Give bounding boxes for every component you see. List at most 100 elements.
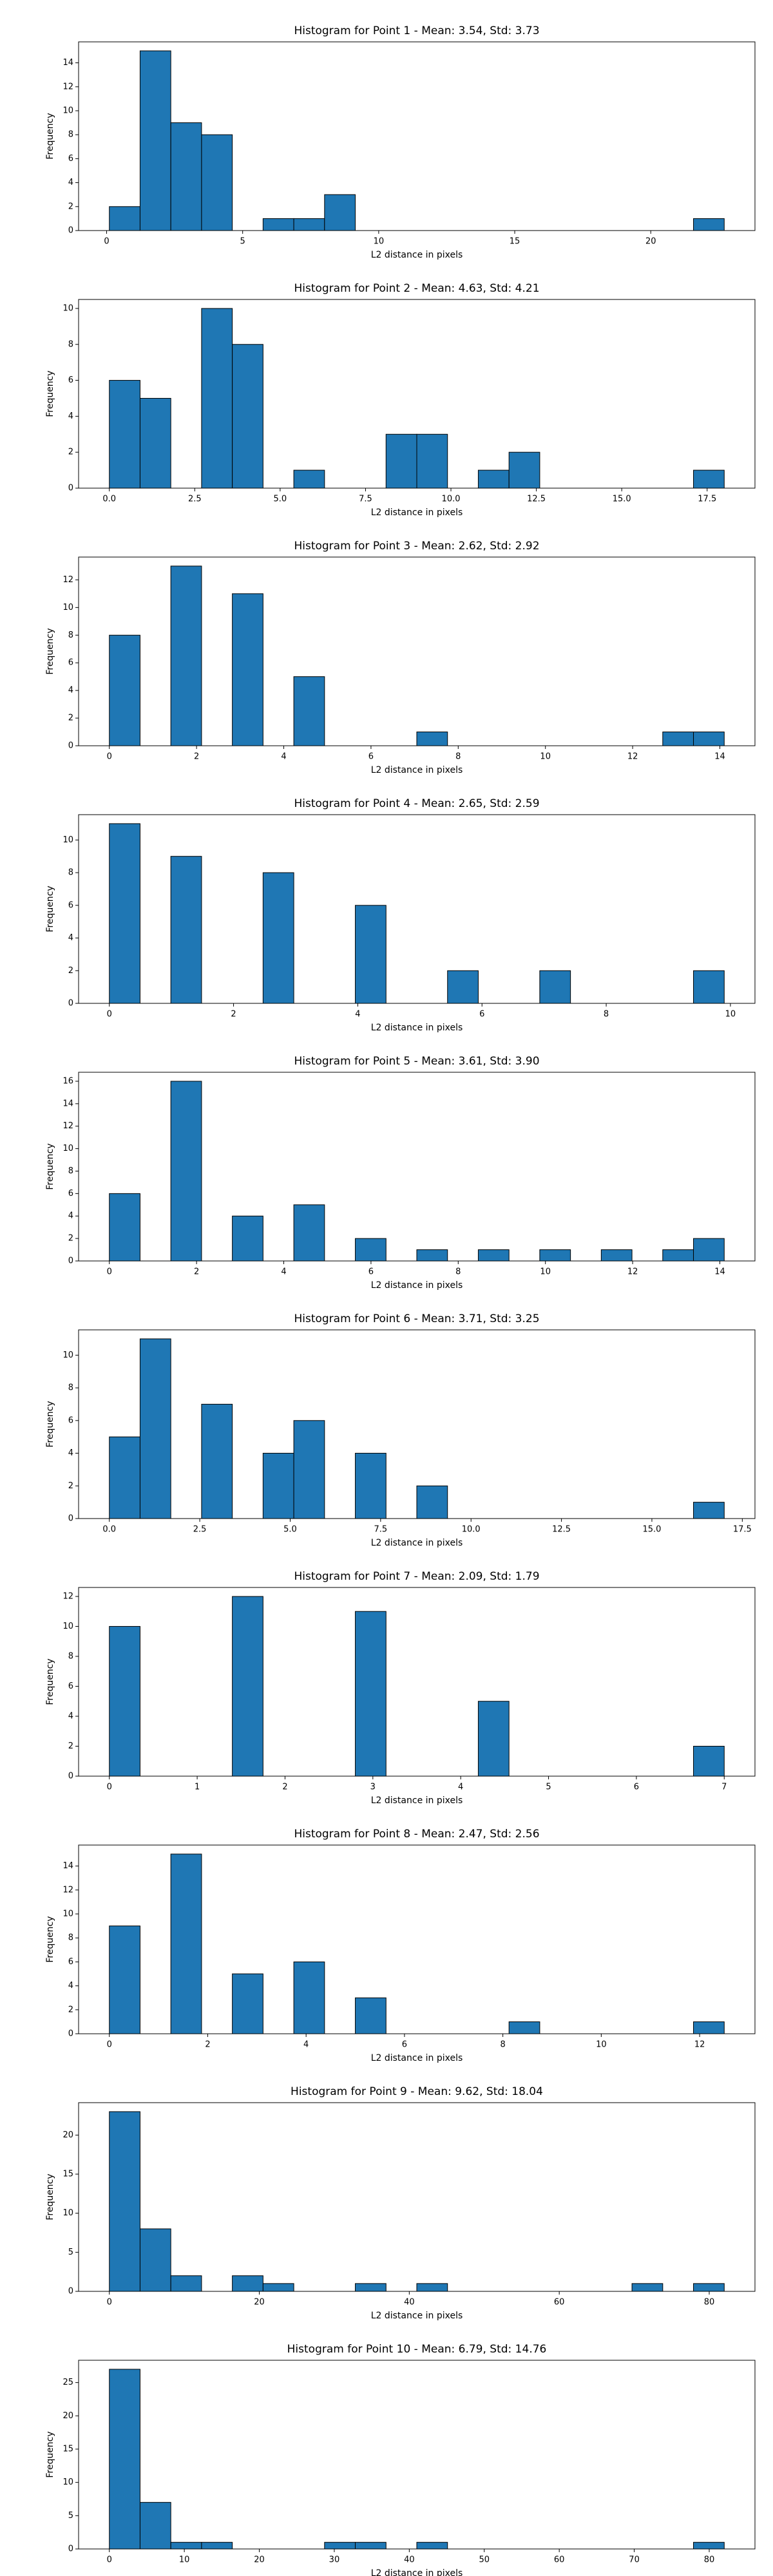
y-tick-label: 2: [68, 714, 73, 723]
bar: [693, 2283, 725, 2292]
bar: [508, 2021, 540, 2034]
axes-frame: [78, 2360, 756, 2550]
bar: [693, 1502, 725, 1519]
y-tick-label: 12: [62, 1591, 73, 1601]
axes-frame: [78, 1329, 756, 1519]
chart-title: Histogram for Point 6 - Mean: 3.71, Std:…: [294, 1312, 539, 1325]
y-tick-label: 8: [68, 339, 73, 349]
bar: [170, 122, 202, 231]
bar: [416, 1249, 448, 1262]
x-tick-label: 20: [254, 2555, 265, 2565]
bar: [170, 856, 202, 1004]
x-tick-label: 14: [714, 1267, 725, 1277]
bar: [232, 2275, 263, 2292]
y-tick-label: 15: [62, 2170, 73, 2179]
x-tick-label: 5.0: [283, 1525, 297, 1535]
x-axis-label: L2 distance in pixels: [371, 1023, 463, 1033]
y-tick-label: 12: [62, 575, 73, 585]
bar: [139, 2502, 171, 2550]
bar: [693, 2542, 725, 2550]
y-tick-label: 0: [68, 741, 73, 751]
x-tick-label: 2: [282, 1783, 287, 1792]
bar: [539, 970, 571, 1004]
axes-frame: [78, 2102, 756, 2292]
x-tick-label: 70: [629, 2555, 640, 2565]
y-axis-label: Frequency: [45, 886, 55, 932]
bar: [355, 905, 386, 1004]
bar: [477, 1701, 510, 1777]
y-tick-label: 2: [68, 966, 73, 976]
bar: [139, 397, 171, 489]
bar: [355, 1997, 386, 2034]
y-tick-label: 4: [68, 1981, 73, 1991]
x-tick-label: 10.0: [462, 1525, 481, 1535]
x-tick-label: 17.5: [733, 1525, 752, 1535]
bar: [693, 1238, 725, 1262]
x-tick-label: 4: [458, 1783, 463, 1792]
x-tick-label: 6: [479, 1010, 484, 1019]
x-tick-label: 40: [404, 2298, 415, 2307]
x-tick-label: 10: [179, 2555, 190, 2565]
x-tick-label: 12: [694, 2040, 705, 2050]
x-tick-label: 2: [205, 2040, 210, 2050]
x-tick-label: 14: [714, 752, 725, 762]
x-tick-label: 15.0: [613, 495, 631, 504]
y-tick-label: 0: [68, 999, 73, 1009]
bar: [109, 823, 140, 1004]
x-tick-label: 2.5: [188, 495, 202, 504]
y-tick-label: 14: [62, 58, 73, 68]
x-tick-label: 10: [596, 2040, 607, 2050]
bar: [232, 593, 263, 746]
y-tick-label: 0: [68, 1514, 73, 1524]
y-tick-label: 6: [68, 154, 73, 164]
y-axis-label: Frequency: [45, 370, 55, 417]
y-tick-label: 2: [68, 1234, 73, 1244]
bar: [109, 206, 140, 231]
bar: [293, 1204, 325, 1262]
chart-title: Histogram for Point 2 - Mean: 4.63, Std:…: [294, 282, 539, 295]
x-tick-label: 12.5: [552, 1525, 571, 1535]
x-tick-label: 10: [725, 1010, 736, 1019]
bar: [693, 970, 725, 1004]
x-tick-label: 7: [721, 1783, 727, 1792]
x-tick-label: 0.0: [102, 1525, 116, 1535]
bar: [109, 2369, 140, 2550]
x-tick-label: 10.0: [442, 495, 461, 504]
bar: [324, 194, 356, 231]
axes-frame: [78, 814, 756, 1004]
x-tick-label: 5.0: [274, 495, 287, 504]
y-tick-label: 15: [62, 2444, 73, 2454]
x-axis-label: L2 distance in pixels: [371, 2311, 463, 2321]
y-tick-label: 10: [62, 835, 73, 845]
y-tick-label: 12: [62, 1121, 73, 1131]
x-tick-label: 2: [231, 1010, 236, 1019]
y-tick-label: 14: [62, 1099, 73, 1108]
x-tick-label: 8: [604, 1010, 609, 1019]
y-tick-label: 5: [68, 2511, 73, 2521]
bar: [139, 1338, 171, 1519]
chart-title: Histogram for Point 4 - Mean: 2.65, Std:…: [294, 797, 539, 810]
bar: [447, 970, 479, 1004]
y-tick-label: 6: [68, 1957, 73, 1967]
bar: [693, 732, 725, 746]
axes-frame: [78, 299, 756, 489]
bar: [508, 451, 540, 489]
bar: [355, 2542, 386, 2550]
bar: [262, 218, 294, 231]
y-tick-label: 4: [68, 412, 73, 421]
x-tick-label: 0: [107, 1267, 112, 1277]
y-axis-label: Frequency: [45, 1658, 55, 1705]
chart-title: Histogram for Point 1 - Mean: 3.54, Std:…: [294, 24, 539, 37]
bar: [232, 344, 263, 489]
y-tick-label: 2: [68, 1481, 73, 1491]
x-tick-label: 0: [107, 2040, 112, 2050]
bar: [262, 2283, 294, 2292]
bar: [109, 1436, 140, 1519]
bar: [539, 1249, 571, 1262]
x-tick-label: 5: [546, 1783, 551, 1792]
bar: [293, 676, 325, 746]
y-tick-label: 0: [68, 2544, 73, 2554]
bar: [109, 1193, 140, 1262]
